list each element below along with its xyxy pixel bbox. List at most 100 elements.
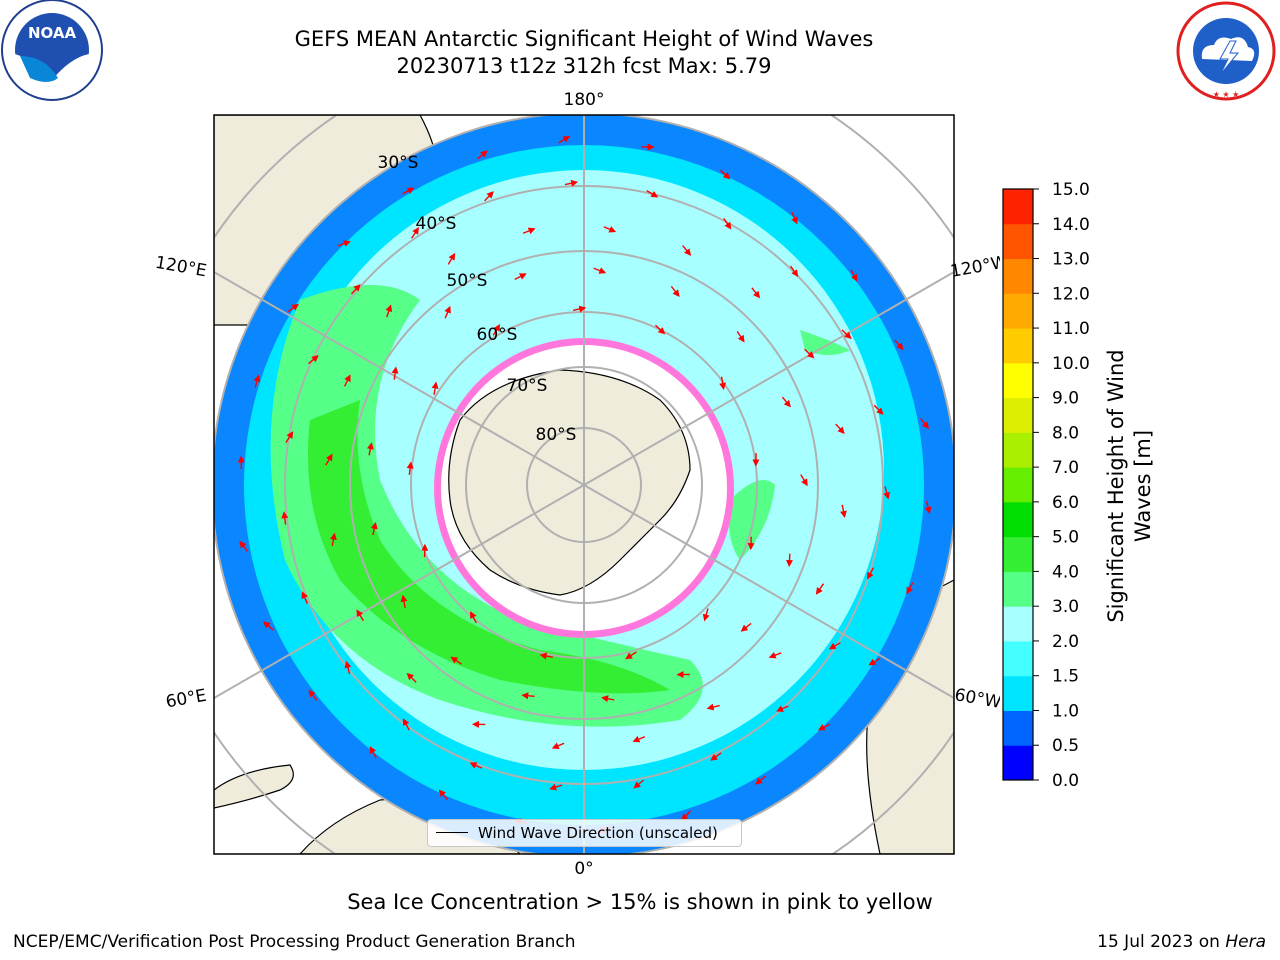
wind-wave-arrow	[702, 608, 710, 622]
wind-wave-arrow	[431, 381, 439, 395]
lat-label-30s: 30°S	[378, 153, 419, 173]
lat-label-80s: 80°S	[536, 425, 577, 445]
wind-wave-arrow	[281, 511, 289, 525]
wind-wave-arrow	[239, 540, 249, 552]
colorbar-tick-label: 11.0	[1052, 319, 1090, 339]
wind-wave-arrow	[850, 269, 858, 282]
wind-wave-arrow	[740, 622, 752, 632]
wind-wave-arrow	[919, 418, 930, 429]
colorbar-swatch	[1003, 675, 1033, 711]
colorbar-tick-label: 5.0	[1052, 528, 1079, 548]
legend-line-swatch	[436, 832, 468, 833]
colorbar-swatch	[1003, 397, 1033, 433]
land-madagascar	[214, 764, 294, 809]
date-line: 15 Jul 2023 on Hera	[1097, 932, 1266, 952]
wind-wave-arrow	[539, 652, 553, 660]
wind-wave-arrow	[263, 621, 274, 631]
colorbar-swatch	[1003, 501, 1033, 538]
lon-label-0: 0°	[574, 859, 593, 879]
svg-text:★ ★ ★: ★ ★ ★	[1213, 90, 1240, 99]
wind-wave-arrow	[883, 486, 891, 500]
lat-label-60s: 60°S	[477, 325, 518, 345]
wind-wave-arrow	[710, 752, 722, 761]
wind-wave-arrow	[337, 240, 351, 247]
wind-wave-arrow	[828, 642, 841, 650]
colorbar-tick-label: 1.5	[1052, 667, 1079, 687]
map-legend: Wind Wave Direction (unscaled)	[427, 819, 742, 847]
wind-wave-arrow	[444, 305, 451, 319]
wind-wave-arrow	[873, 404, 884, 415]
host-name: Hera	[1225, 932, 1266, 952]
wind-wave-arrow	[366, 442, 374, 456]
wind-wave-arrow	[514, 273, 527, 280]
wind-wave-arrow	[751, 287, 761, 299]
wind-wave-arrow	[800, 474, 808, 487]
wind-wave-arrow	[906, 582, 914, 595]
wind-wave-arrow	[632, 735, 646, 743]
wind-wave-arrow	[572, 305, 587, 313]
wind-wave-arrow	[411, 227, 420, 239]
colorbar-tick-label: 12.0	[1052, 284, 1090, 304]
lat-label-50s: 50°S	[447, 271, 488, 291]
wind-wave-arrow	[385, 304, 393, 318]
colorbar-swatch	[1003, 362, 1033, 399]
wind-wave-arrow	[308, 689, 318, 701]
colorbar-tick-label: 8.0	[1052, 423, 1079, 443]
wind-wave-arrow	[804, 348, 815, 359]
colorbar-swatch	[1003, 571, 1033, 607]
wind-wave-arrow	[287, 303, 299, 313]
colorbar-swatch	[1003, 189, 1033, 225]
wind-wave-arrow	[791, 211, 798, 225]
wind-wave-arrow	[768, 651, 782, 659]
colorbar: 0.0 0.5 1.0 1.5 2.0 3.0 4.0 5.0 6.0 7.0 8.0 9.0 10.0…	[1002, 180, 1155, 791]
wind-wave-arrow	[841, 329, 852, 340]
wind-wave-arrow	[484, 191, 494, 202]
wind-wave-arrow	[723, 218, 732, 230]
wind-wave-arrow	[522, 227, 536, 235]
lat-label-40s: 40°S	[416, 214, 457, 234]
land-antarctica	[448, 369, 691, 596]
wind-wave-arrow	[400, 594, 408, 609]
colorbar-tick-label: 10.0	[1052, 354, 1090, 374]
wind-wave-arrow	[329, 532, 337, 547]
wind-wave-arrow	[350, 284, 361, 295]
lat-label-70s: 70°S	[507, 376, 548, 396]
wind-wave-arrow	[840, 504, 847, 519]
wind-wave-arrow	[720, 169, 731, 180]
wind-wave-arrow	[343, 374, 351, 387]
wind-wave-arrow	[469, 762, 483, 769]
wind-wave-arrow	[655, 324, 666, 335]
colorbar-tick-label: 9.0	[1052, 389, 1079, 409]
wind-wave-arrow	[603, 226, 617, 233]
wind-wave-arrow	[356, 609, 365, 622]
wind-wave-arrow	[406, 461, 414, 475]
colorbar-swatch	[1003, 640, 1033, 677]
wind-wave-arrow	[370, 521, 378, 536]
wind-wave-arrow	[308, 355, 319, 365]
wind-wave-arrow	[325, 453, 333, 466]
wind-wave-arrow	[670, 285, 680, 297]
colorbar-swatch	[1003, 223, 1033, 260]
wind-wave-arrow	[781, 396, 791, 408]
legend-label: Wind Wave Direction (unscaled)	[478, 824, 718, 842]
wind-wave-arrow	[447, 252, 456, 265]
colorbar-swatch	[1003, 328, 1033, 364]
wind-wave-arrow	[894, 339, 904, 351]
colorbar-swatch	[1003, 536, 1033, 572]
wave-height-map: 180° 120°E 120°W 60°E 60°W 0° 30°S 40°S …	[154, 90, 1000, 879]
wind-wave-arrow	[285, 431, 294, 443]
wind-wave-arrows	[237, 135, 932, 833]
wind-wave-arrow	[402, 187, 415, 195]
colorbar-tick-label: 0.5	[1052, 736, 1079, 756]
wind-wave-arrow	[601, 695, 615, 703]
wind-wave-arrow	[815, 583, 825, 595]
wind-wave-arrow	[438, 789, 449, 801]
wind-wave-arrow	[564, 179, 579, 187]
wind-wave-arrow	[521, 692, 535, 700]
wind-wave-arrow	[719, 376, 727, 390]
wind-wave-arrow	[867, 567, 875, 580]
colorbar-label-line1: Significant Height of Wind	[1104, 349, 1128, 622]
wind-wave-arrow	[369, 746, 377, 759]
date-text: 15 Jul 2023 on	[1097, 932, 1226, 952]
noaa-logo: NOAA	[1, 0, 103, 101]
